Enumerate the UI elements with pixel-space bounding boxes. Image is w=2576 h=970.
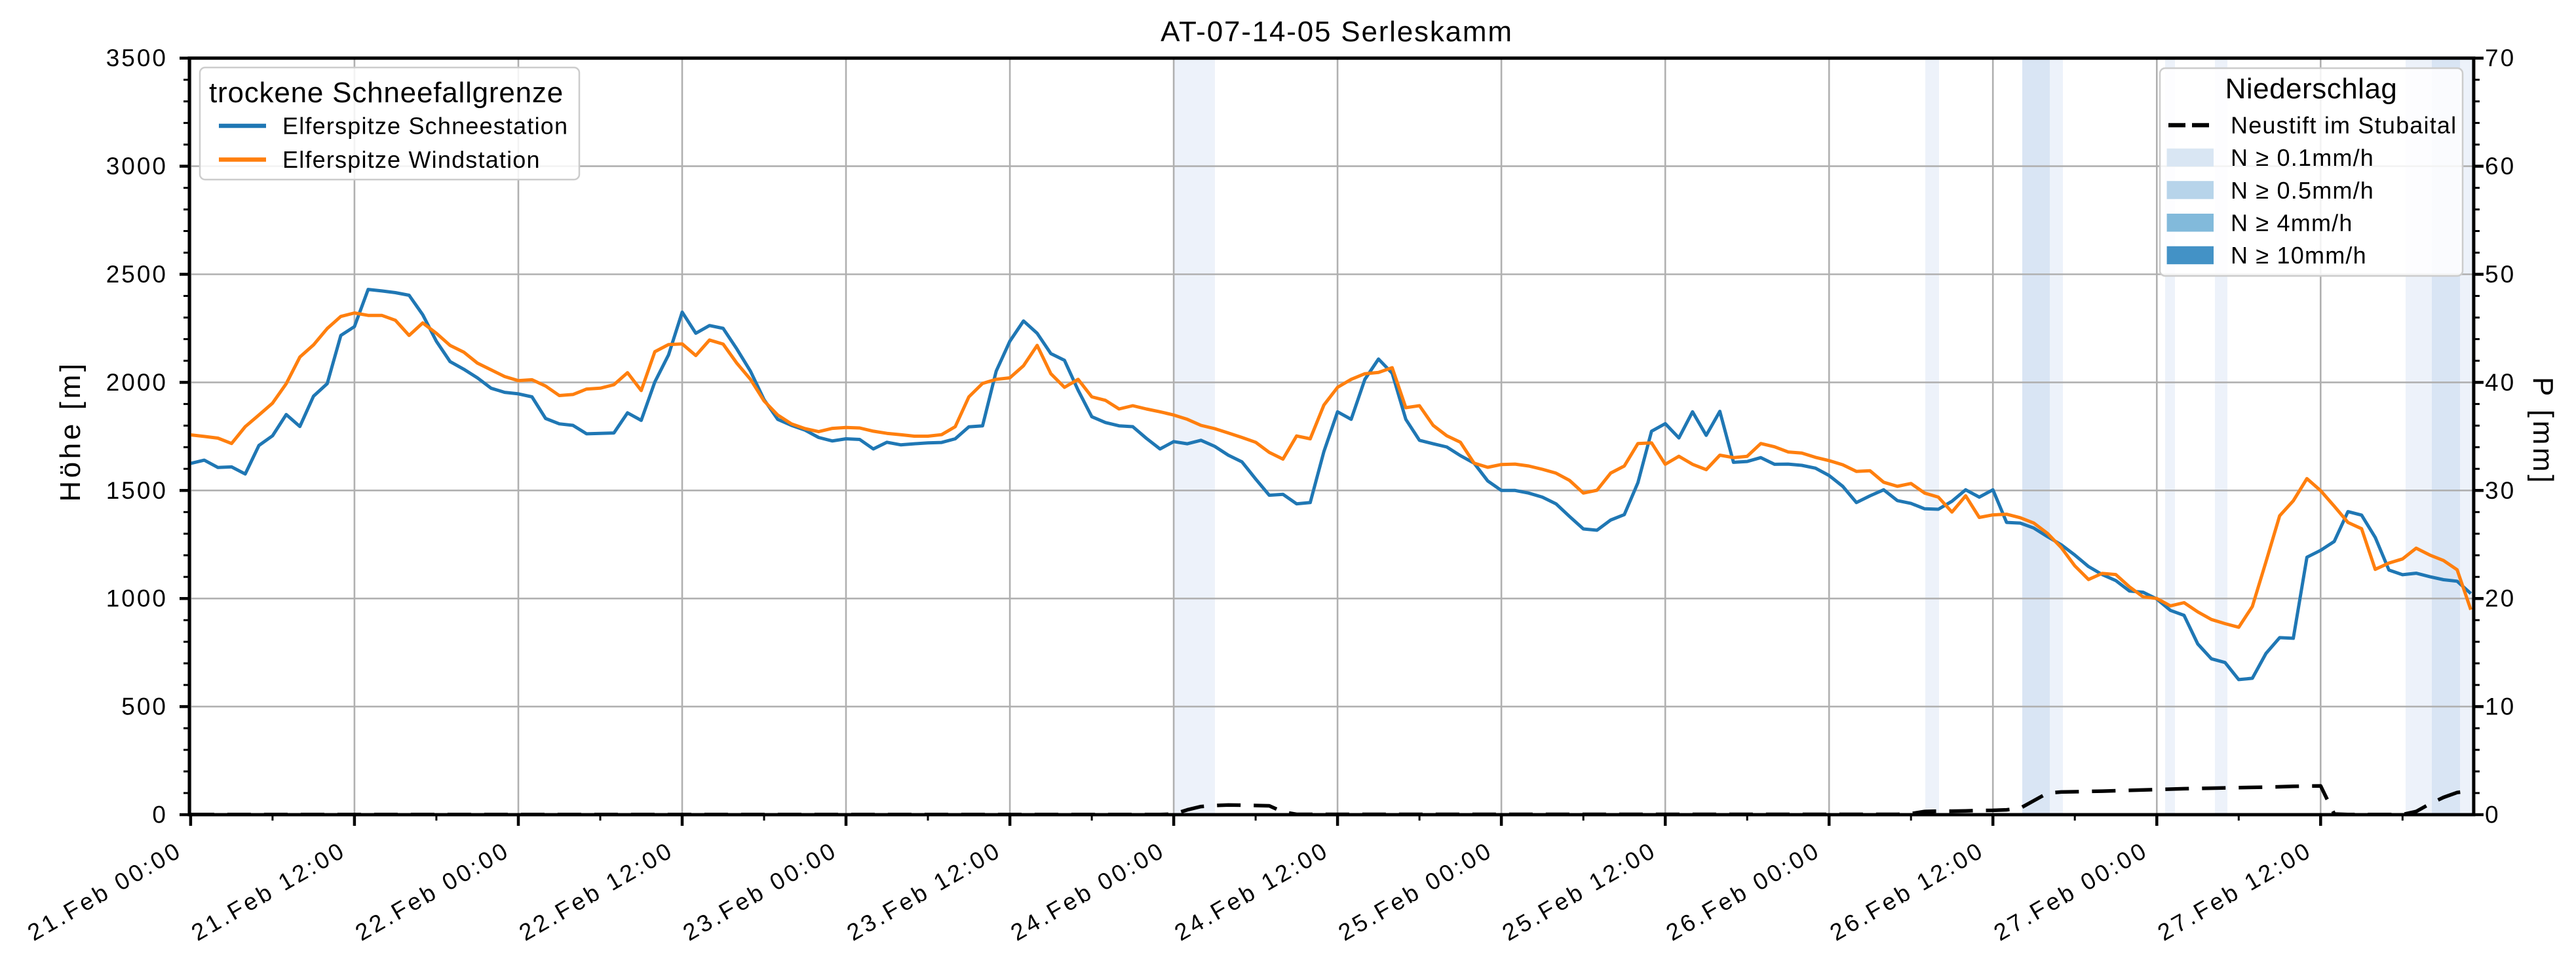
- svg-text:70: 70: [2485, 45, 2516, 71]
- svg-text:Niederschlag: Niederschlag: [2225, 73, 2398, 105]
- svg-text:3500: 3500: [106, 45, 168, 71]
- svg-text:40: 40: [2485, 369, 2516, 396]
- svg-text:30: 30: [2485, 477, 2516, 504]
- svg-text:N ≥ 4mm/h: N ≥ 4mm/h: [2231, 210, 2353, 237]
- svg-text:60: 60: [2485, 153, 2516, 180]
- svg-text:2000: 2000: [106, 369, 168, 396]
- svg-text:N ≥ 0.5mm/h: N ≥ 0.5mm/h: [2231, 177, 2374, 204]
- svg-text:1500: 1500: [106, 477, 168, 504]
- svg-text:500: 500: [121, 693, 168, 720]
- svg-text:20: 20: [2485, 585, 2516, 612]
- svg-text:50: 50: [2485, 261, 2516, 288]
- svg-text:Neustift im Stubaital: Neustift im Stubaital: [2231, 112, 2457, 139]
- svg-text:N ≥ 0.1mm/h: N ≥ 0.1mm/h: [2231, 144, 2374, 171]
- svg-text:1000: 1000: [106, 585, 168, 612]
- svg-text:trockene Schneefallgrenze: trockene Schneefallgrenze: [209, 77, 564, 109]
- svg-text:10: 10: [2485, 693, 2516, 720]
- svg-text:Elferspitze Windstation: Elferspitze Windstation: [282, 146, 541, 173]
- svg-text:3000: 3000: [106, 153, 168, 180]
- svg-text:N ≥ 10mm/h: N ≥ 10mm/h: [2231, 242, 2367, 269]
- svg-text:0: 0: [152, 802, 168, 828]
- svg-text:Elferspitze Schneestation: Elferspitze Schneestation: [282, 113, 568, 140]
- svg-text:0: 0: [2485, 802, 2501, 828]
- svg-text:Höhe [m]: Höhe [m]: [54, 360, 87, 501]
- svg-text:P [mm]: P [mm]: [2527, 377, 2559, 486]
- svg-text:AT-07-14-05 Serleskamm: AT-07-14-05 Serleskamm: [1161, 16, 1513, 48]
- svg-text:2500: 2500: [106, 261, 168, 288]
